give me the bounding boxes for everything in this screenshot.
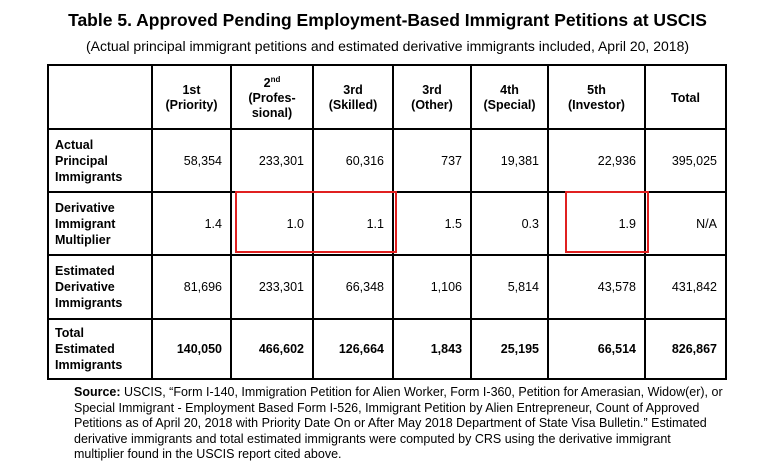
- header-total: Total: [644, 64, 727, 130]
- cell: 1.4: [151, 191, 232, 256]
- source-note: Source: USCIS, “Form I-140, Immigration …: [74, 385, 724, 463]
- header-corner: [47, 64, 153, 130]
- source-text: USCIS, “Form I-140, Immigration Petition…: [74, 385, 723, 462]
- cell: 19,381: [470, 128, 549, 193]
- table-subtitle: (Actual principal immigrant petitions an…: [85, 38, 690, 54]
- cell: 81,696: [151, 254, 232, 320]
- header-3rd-skilled: 3rd (Skilled): [312, 64, 394, 130]
- table-row: Total Estimated Immigrants 140,050 466,602…: [47, 318, 727, 380]
- header-1st: 1st (Priority): [151, 64, 232, 130]
- cell: 233,301: [230, 254, 314, 320]
- cell: 43,578: [547, 254, 646, 320]
- cell: 5,814: [470, 254, 549, 320]
- petitions-table: 1st (Priority) 2nd (Profes-sional) 3rd (Ski…: [47, 64, 727, 380]
- cell: 826,867: [644, 318, 727, 380]
- cell: 1,843: [392, 318, 472, 380]
- cell: 737: [392, 128, 472, 193]
- header-row: 1st (Priority) 2nd (Profes-sional) 3rd (Ski…: [47, 64, 727, 130]
- cell: 66,514: [547, 318, 646, 380]
- table-title: Table 5. Approved Pending Employment-Bas…: [68, 10, 707, 30]
- cell: 66,348: [312, 254, 394, 320]
- source-label: Source:: [74, 385, 121, 399]
- cell: 431,842: [644, 254, 727, 320]
- cell: 126,664: [312, 318, 394, 380]
- table-row: Derivative Immigrant Multiplier 1.4 1.0 1.…: [47, 191, 727, 256]
- header-5th: 5th (Investor): [547, 64, 646, 130]
- cell: 1.0: [230, 191, 314, 256]
- cell: 1.1: [312, 191, 394, 256]
- header-4th: 4th (Special): [470, 64, 549, 130]
- header-2nd: 2nd (Profes-sional): [230, 64, 314, 130]
- cell: 395,025: [644, 128, 727, 193]
- row-label: Total Estimated Immigrants: [47, 318, 153, 380]
- cell: 1.5: [392, 191, 472, 256]
- cell: 1,106: [392, 254, 472, 320]
- cell: 1.9: [547, 191, 646, 256]
- table-row: Estimated Derivative Immigrants 81,696 233…: [47, 254, 727, 320]
- cell: 233,301: [230, 128, 314, 193]
- row-label: Derivative Immigrant Multiplier: [47, 191, 153, 256]
- cell: 60,316: [312, 128, 394, 193]
- cell: 0.3: [470, 191, 549, 256]
- cell: 22,936: [547, 128, 646, 193]
- cell: 140,050: [151, 318, 232, 380]
- header-3rd-other: 3rd (Other): [392, 64, 472, 130]
- cell: 25,195: [470, 318, 549, 380]
- cell: 58,354: [151, 128, 232, 193]
- table-row: Actual Principal Immigrants 58,354 233,301…: [47, 128, 727, 193]
- row-label: Estimated Derivative Immigrants: [47, 254, 153, 320]
- row-label: Actual Principal Immigrants: [47, 128, 153, 193]
- cell: N/A: [644, 191, 727, 256]
- cell: 466,602: [230, 318, 314, 380]
